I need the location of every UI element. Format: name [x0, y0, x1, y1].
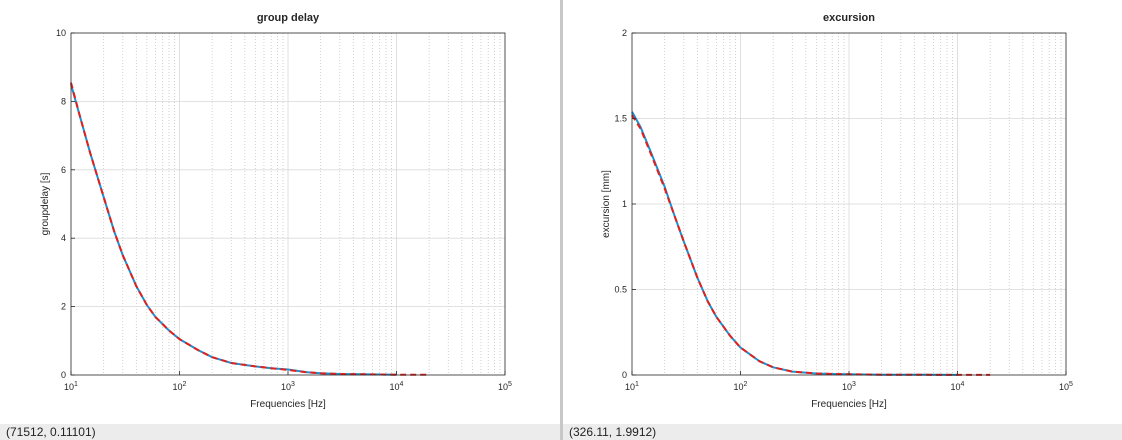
series-line-1[interactable] — [70, 82, 430, 376]
chart-title: excursion — [823, 12, 875, 24]
y-tick-label-5: 10 — [56, 28, 66, 38]
minor-grid — [103, 33, 501, 375]
y-tick-label-0: 0 — [61, 370, 66, 380]
y-tick-label-1: 0.5 — [614, 285, 627, 295]
y-tick-label-2: 1 — [622, 199, 627, 209]
x-tick-label-4: 105 — [498, 381, 512, 392]
excursion-panel[interactable]: 101 102 103 104 105 0 0.5 1 1.5 2 excursion Frequen… — [563, 0, 1122, 424]
major-grid — [71, 33, 505, 375]
cursor-coordinates-left: (71512, 0.11101) — [6, 425, 96, 439]
x-tick-label-4: 105 — [1059, 381, 1073, 392]
group-delay-chart[interactable]: 101 102 103 104 105 0 2 4 6 8 10 group delay Frequen… — [0, 0, 560, 424]
x-tick-label-1: 102 — [734, 381, 748, 392]
y-tick-label-4: 8 — [61, 96, 66, 106]
y-tick-label-4: 2 — [622, 28, 627, 38]
x-tick-label-3: 104 — [951, 381, 965, 392]
x-tick-label-0: 101 — [64, 381, 78, 392]
x-tick-label-2: 103 — [842, 381, 856, 392]
y-axis-label: groupdelay [s] — [40, 172, 51, 235]
y-axis-label: excursion [mm] — [601, 170, 612, 238]
cursor-coordinates-right: (326.11, 1.9912) — [569, 425, 657, 439]
group-delay-panel[interactable]: 101 102 103 104 105 0 2 4 6 8 10 group delay Frequen… — [0, 0, 560, 424]
x-tick-label-0: 101 — [625, 381, 639, 392]
status-bar-left: (71512, 0.11101) — [0, 424, 560, 440]
y-tick-label-2: 4 — [61, 233, 66, 243]
x-axis-label: Frequencies [Hz] — [811, 399, 887, 410]
series-line-1[interactable] — [631, 114, 991, 376]
x-tick-label-1: 102 — [173, 381, 187, 392]
x-tick-label-3: 104 — [390, 381, 404, 392]
major-grid — [632, 33, 1066, 375]
series-line-0[interactable] — [631, 111, 958, 376]
chart-title: group delay — [257, 12, 320, 24]
y-tick-label-1: 2 — [61, 302, 66, 312]
x-tick-label-2: 103 — [281, 381, 295, 392]
x-axis-label: Frequencies [Hz] — [250, 399, 326, 410]
panel-divider[interactable] — [560, 0, 563, 440]
status-bar-right: (326.11, 1.9912) — [563, 424, 1122, 440]
excursion-chart[interactable]: 101 102 103 104 105 0 0.5 1 1.5 2 excursion Frequen… — [563, 0, 1122, 424]
y-tick-label-0: 0 — [622, 370, 627, 380]
y-tick-label-3: 1.5 — [614, 114, 627, 124]
y-tick-label-3: 6 — [61, 165, 66, 175]
series-line-0[interactable] — [70, 84, 397, 376]
